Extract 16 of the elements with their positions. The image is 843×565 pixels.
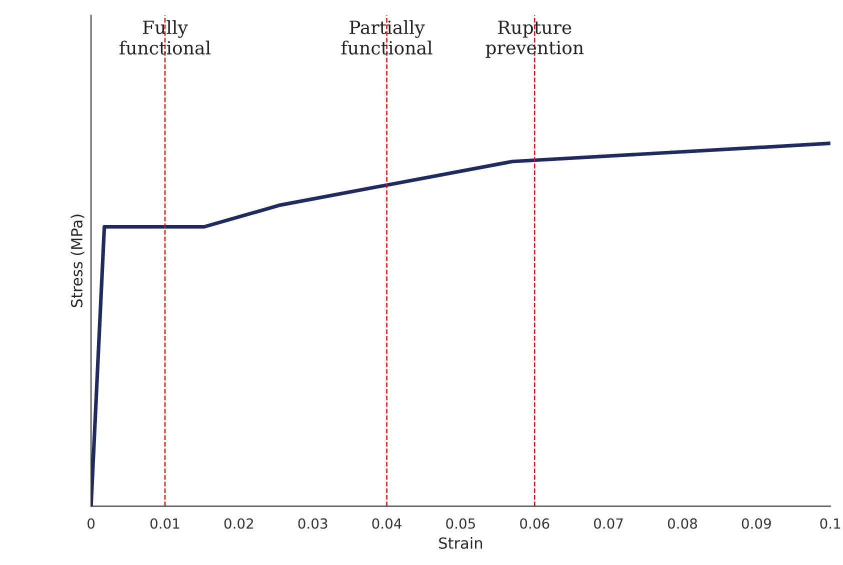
x-tick-label: 0.02 bbox=[224, 518, 253, 529]
x-tick-label: 0 bbox=[88, 518, 95, 529]
x-tick-label: 0.07 bbox=[594, 518, 623, 529]
x-tick-label: 0.01 bbox=[150, 518, 180, 529]
x-tick-label: 0.05 bbox=[446, 518, 475, 529]
x-tick-label: 0.1 bbox=[820, 518, 840, 529]
x-tick-label: 0.03 bbox=[298, 518, 328, 529]
x-axis-title: Strain bbox=[439, 537, 482, 549]
y-axis-title: Stress (MPa) bbox=[70, 214, 84, 308]
ref-line-label: Rupture prevention bbox=[486, 20, 584, 58]
ref-line-label: Partially functional bbox=[341, 20, 432, 55]
x-tick-label: 0.08 bbox=[668, 518, 698, 529]
x-tick-label: 0.09 bbox=[742, 518, 771, 529]
x-tick-label: 0.04 bbox=[372, 518, 402, 529]
x-tick-label: 0.06 bbox=[520, 518, 550, 529]
ref-line-label: Fully functional bbox=[120, 20, 210, 55]
